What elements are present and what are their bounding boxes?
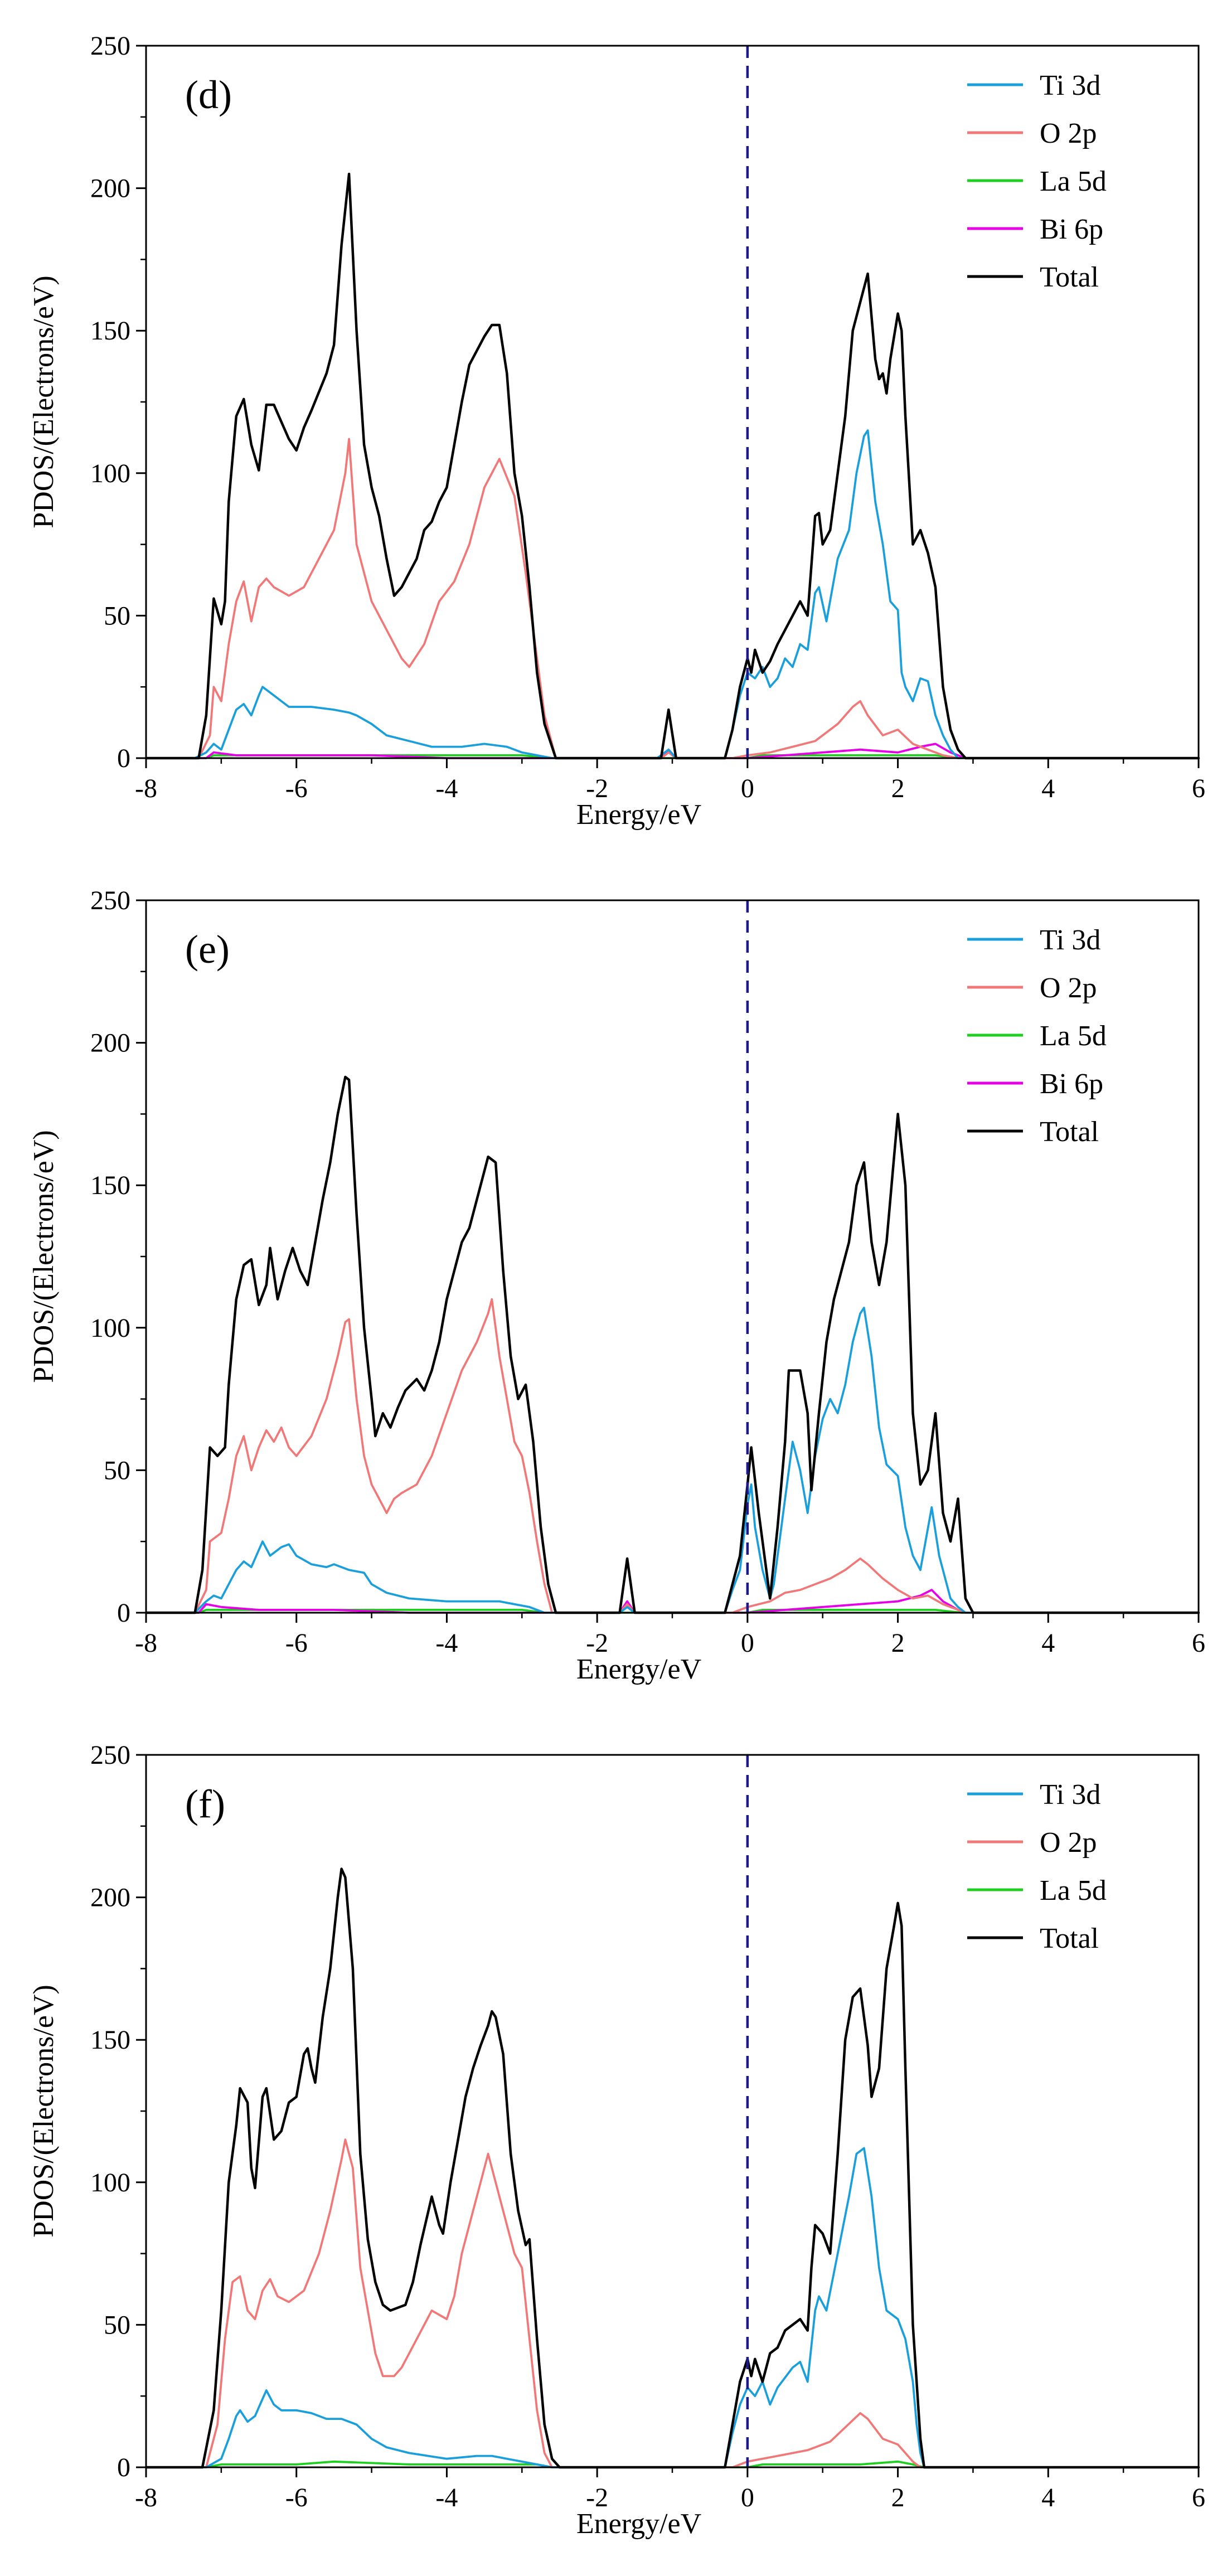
x-tick-label: -6 xyxy=(285,1628,308,1658)
x-tick-label: 6 xyxy=(1192,2483,1205,2512)
legend-label-o: O 2p xyxy=(1040,118,1097,149)
x-tick-label: -8 xyxy=(135,1628,157,1658)
x-tick-label: 2 xyxy=(891,774,905,803)
y-tick-label: 200 xyxy=(90,1883,130,1913)
x-tick-label: -8 xyxy=(135,2483,157,2512)
y-tick-label: 250 xyxy=(90,886,130,915)
x-tick-label: -2 xyxy=(586,2483,608,2512)
y-tick-label: 200 xyxy=(90,174,130,203)
x-tick-label: 4 xyxy=(1041,1628,1055,1658)
y-tick-label: 50 xyxy=(104,2310,130,2340)
legend-label-ti: Ti 3d xyxy=(1040,1779,1100,1811)
legend-label-bi: Bi 6p xyxy=(1040,214,1103,245)
legend-label-ti: Ti 3d xyxy=(1040,70,1100,101)
y-axis-label: PDOS/(Electrons/eV) xyxy=(28,275,60,528)
x-tick-label: -6 xyxy=(285,2483,308,2512)
x-tick-label: 4 xyxy=(1041,774,1055,803)
x-tick-label: -4 xyxy=(435,774,458,803)
x-tick-label: 0 xyxy=(741,774,754,803)
legend-label-total: Total xyxy=(1040,1116,1099,1148)
y-tick-label: 150 xyxy=(90,1171,130,1200)
series-line-o xyxy=(145,1298,1200,1614)
legend-label-total: Total xyxy=(1040,261,1099,293)
x-tick-label: -8 xyxy=(135,774,157,803)
panel-label: (e) xyxy=(185,927,230,972)
x-tick-label: 6 xyxy=(1192,774,1205,803)
series-line-o xyxy=(145,2138,1200,2468)
legend: Ti 3d O 2p La 5d Bi 6p Total xyxy=(967,70,1107,293)
y-tick-label: 150 xyxy=(90,2025,130,2055)
y-tick-label: 100 xyxy=(90,2168,130,2197)
legend-label-o: O 2p xyxy=(1040,1827,1097,1859)
legend: Ti 3d O 2p La 5d Total xyxy=(967,1779,1107,1954)
y-tick-label: 0 xyxy=(117,744,130,773)
legend: Ti 3d O 2p La 5d Bi 6p Total xyxy=(967,924,1107,1148)
legend-label-la: La 5d xyxy=(1040,1020,1107,1052)
y-tick-label: 0 xyxy=(117,1598,130,1628)
y-axis-label: PDOS/(Electrons/eV) xyxy=(28,1130,60,1382)
y-tick-label: 150 xyxy=(90,316,130,346)
series-line-total xyxy=(144,172,1200,760)
x-tick-label: 2 xyxy=(891,1628,905,1658)
y-tick-label: 250 xyxy=(90,31,130,61)
series-line-o xyxy=(145,438,1200,759)
legend-label-o: O 2p xyxy=(1040,972,1097,1004)
legend-label-la: La 5d xyxy=(1040,166,1107,197)
x-tick-label: 0 xyxy=(741,2483,754,2512)
pdos-panel-f: -8 -6 -4 -2 0 2 4 6 0 50 100 150 200 250 Energy/eV PDOS… xyxy=(28,1740,1205,2540)
pdos-panel-d: -8 -6 -4 -2 0 2 4 6 0 50 100 150 200 250 Energy/eV PDOS… xyxy=(28,31,1205,831)
x-tick-label: -4 xyxy=(435,2483,458,2512)
series-line-total xyxy=(144,1867,1200,2469)
legend-label-bi: Bi 6p xyxy=(1040,1068,1103,1100)
x-tick-label: -2 xyxy=(586,774,608,803)
legend-label-la: La 5d xyxy=(1040,1875,1107,1906)
pdos-panel-e: -8 -6 -4 -2 0 2 4 6 0 50 100 150 200 250 Energy/eV PDOS… xyxy=(28,886,1205,1685)
x-axis-label: Energy/eV xyxy=(576,1653,701,1685)
y-tick-label: 250 xyxy=(90,1740,130,1770)
x-tick-label: 6 xyxy=(1192,1628,1205,1658)
x-tick-label: 2 xyxy=(891,2483,905,2512)
y-tick-label: 100 xyxy=(90,459,130,488)
x-tick-label: -4 xyxy=(435,1628,458,1658)
y-axis-label: PDOS/(Electrons/eV) xyxy=(28,1985,60,2237)
legend-label-total: Total xyxy=(1040,1923,1099,1954)
x-tick-label: -2 xyxy=(586,1628,608,1658)
panel-label: (f) xyxy=(185,1782,225,1826)
y-tick-label: 200 xyxy=(90,1029,130,1058)
x-tick-label: 0 xyxy=(741,1628,754,1658)
legend-label-ti: Ti 3d xyxy=(1040,924,1100,956)
panel-label: (d) xyxy=(185,72,232,117)
series-line-total xyxy=(144,1075,1200,1614)
y-tick-label: 50 xyxy=(104,1456,130,1485)
x-axis-label: Energy/eV xyxy=(576,2508,701,2540)
x-tick-label: -6 xyxy=(285,774,308,803)
x-tick-label: 4 xyxy=(1041,2483,1055,2512)
x-axis-label: Energy/eV xyxy=(576,799,701,831)
y-tick-label: 0 xyxy=(117,2453,130,2482)
y-tick-label: 50 xyxy=(104,601,130,630)
y-tick-label: 100 xyxy=(90,1313,130,1343)
